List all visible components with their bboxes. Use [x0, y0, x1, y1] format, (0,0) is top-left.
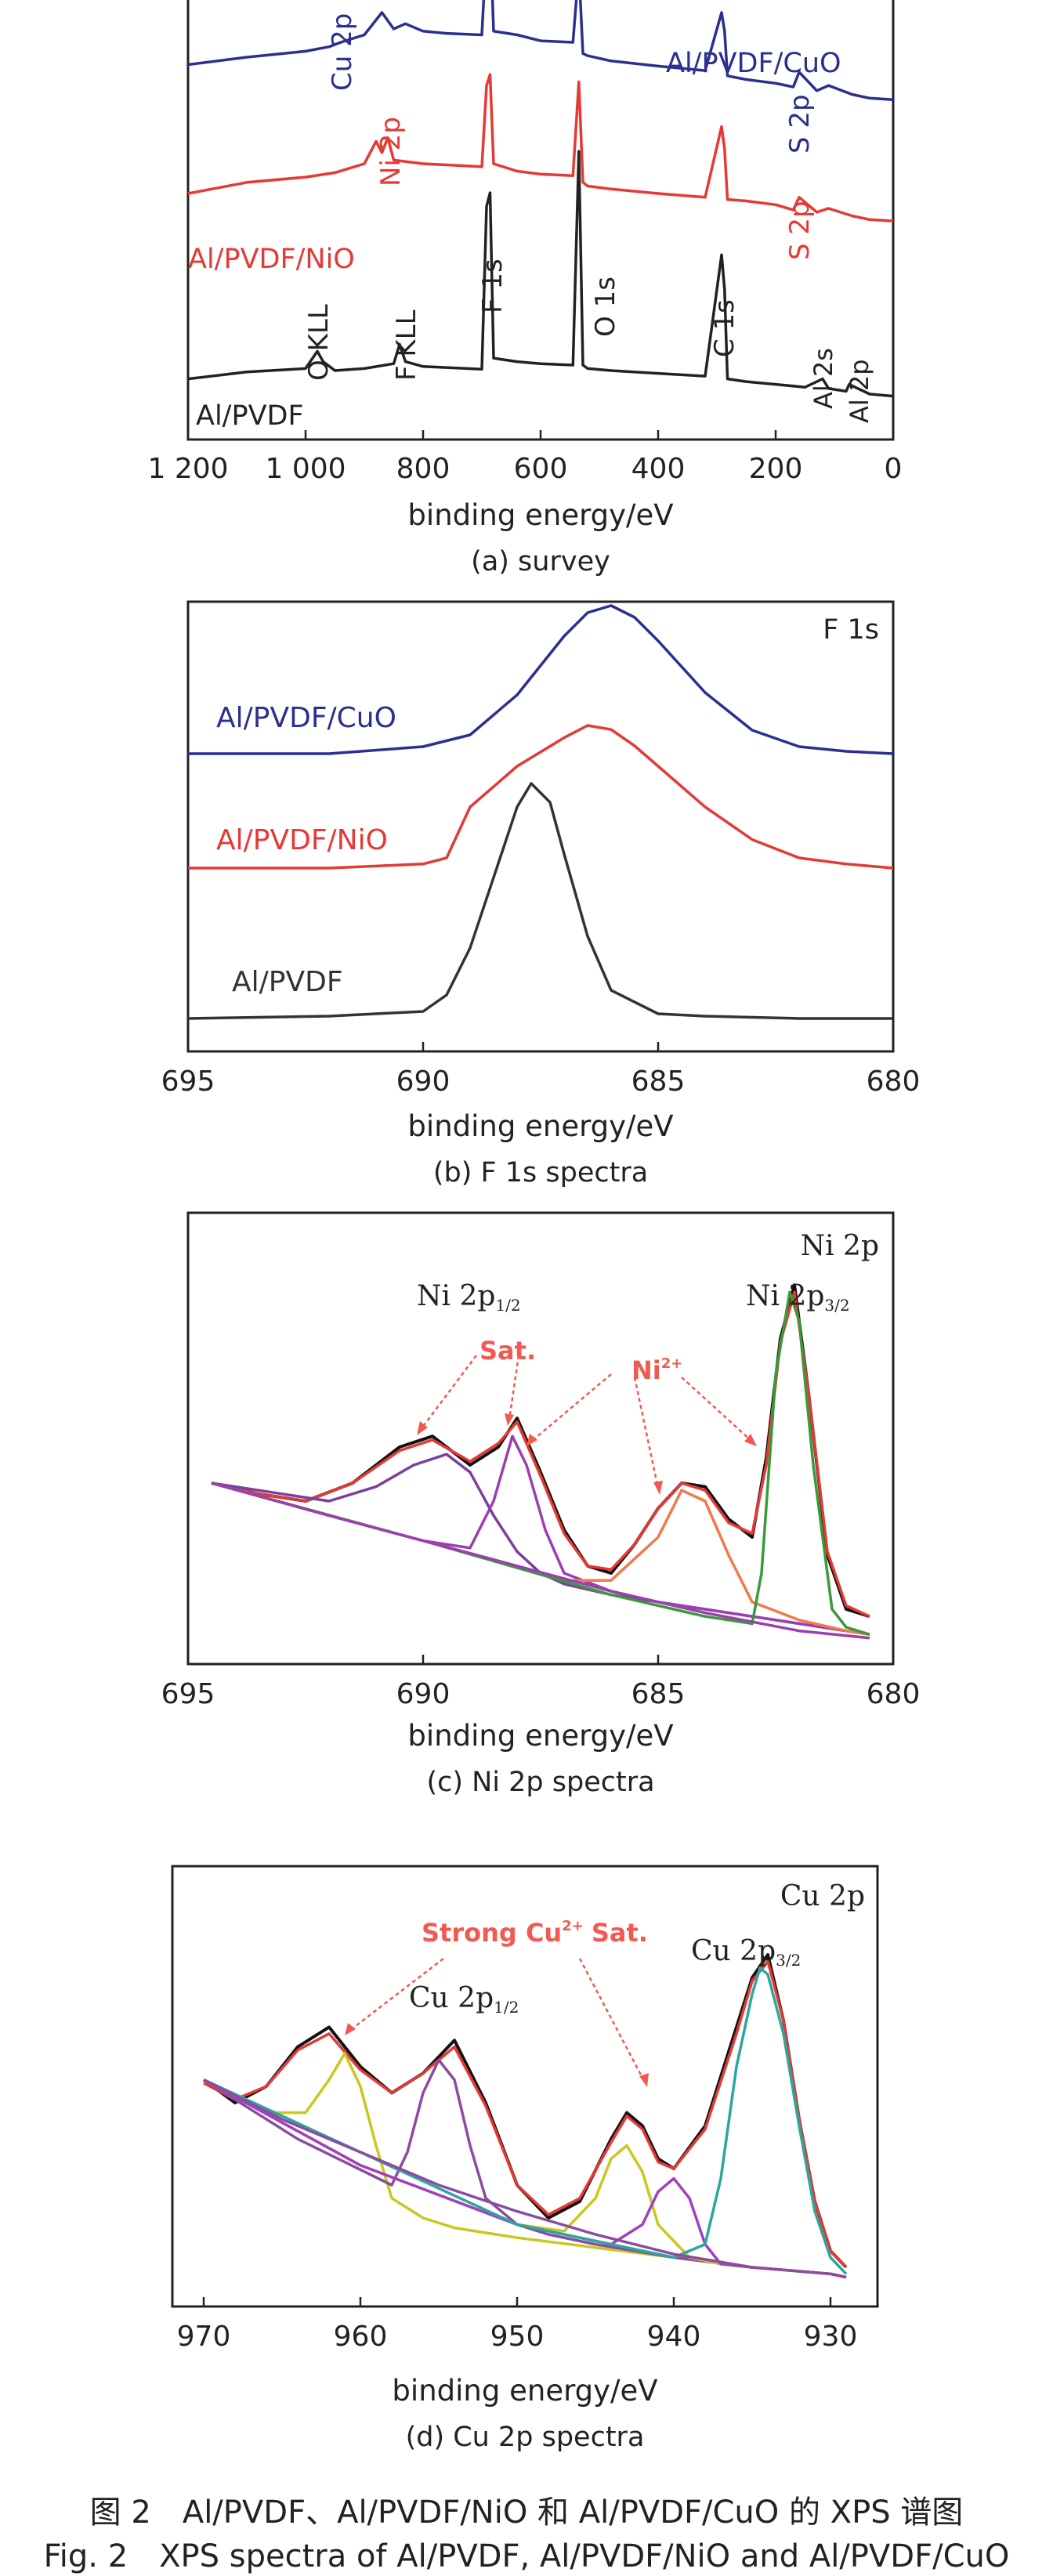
figure-caption-zh: 图 2 Al/PVDF、Al/PVDF/NiO 和 Al/PVDF/CuO 的 …: [89, 2495, 964, 2531]
annotation-ni2plus: Ni2+: [631, 1355, 682, 1385]
cu-annotation-arrows: [349, 1958, 646, 2082]
panel-c-caption: (c) Ni 2p spectra: [426, 1767, 654, 1798]
panel-c-ni2p: 695 690 685 680 Ni 2p Ni 2p1/2 Ni 2p3/2 Sat…: [161, 1211, 921, 1798]
x-tick-label: 800: [396, 453, 451, 485]
x-tick-label: 685: [631, 1065, 686, 1098]
x-tick-label: 960: [334, 2321, 388, 2353]
legend-b-al-pvdf-nio: Al/PVDF/NiO: [216, 824, 388, 856]
cu-annotation-arrowheads: [345, 2023, 649, 2087]
panel-a-xlabel: binding energy/eV: [407, 498, 673, 532]
x-tick-label: 1 200: [147, 453, 228, 485]
x-tick-label: 600: [514, 453, 568, 485]
series-line-envelope-fit: [203, 1959, 848, 2269]
panel-b-x-ticks: 695 690 685 680: [161, 1042, 921, 1098]
annotation-f-kll: F KLL: [391, 309, 422, 381]
series-line-cu-2p1-2-satellite-component: [203, 2052, 847, 2279]
peak-label-cu-2p-three-half: Cu 2p3/2: [691, 1935, 801, 1970]
peak-label-ni-2p-three-half: Ni 2p3/2: [746, 1280, 850, 1315]
x-tick-label: 930: [804, 2321, 858, 2353]
x-tick-label: 940: [647, 2321, 701, 2353]
series-line-al-pvdf-cuo: [187, 0, 894, 101]
annotation-o-1s: O 1s: [590, 277, 621, 337]
series-line-al-pvdf-nio: [188, 724, 894, 870]
figure-caption-en: Fig. 2 XPS spectra of Al/PVDF, Al/PVDF/N…: [43, 2538, 1010, 2574]
panel-b-label: F 1s: [823, 614, 879, 646]
series-line-al-pvdf-cuo: [188, 604, 894, 755]
panel-d-x-ticks: 970 960 950 940 930: [177, 2297, 858, 2353]
x-tick-label: 1 000: [265, 453, 346, 485]
series-line-sat-component-2: [211, 1435, 870, 1636]
peak-label-cu-2p-half: Cu 2p1/2: [409, 1982, 519, 2017]
series-line-al-pvdf-nio: [187, 73, 894, 223]
panel-c-series: [211, 1283, 870, 1640]
annotation-al-2p: Al 2p: [845, 359, 874, 423]
panel-b-series: [187, 604, 894, 1020]
peak-label-ni-2p-half: Ni 2p1/2: [417, 1280, 521, 1315]
series-line-background: [211, 1482, 870, 1640]
annotation-s-2p-nio: S 2p: [784, 201, 816, 260]
panel-b-frame: [186, 600, 895, 1053]
panel-a-x-ticks: 1 200 1 000 800 600 400 200 0: [147, 430, 902, 485]
panel-a-series: [187, 0, 894, 398]
annotation-s-2p-cuo: S 2p: [784, 94, 816, 154]
legend-b-al-pvdf-cuo: Al/PVDF/CuO: [216, 702, 396, 734]
annotation-cu-2p: Cu 2p: [327, 13, 358, 91]
panel-b-f1s: 695 690 685 680 F 1s Al/PVDF/CuO Al/PVDF/Ni…: [161, 600, 921, 1189]
x-tick-label: 695: [161, 1678, 215, 1710]
series-line-cu-2p1-2-component: [203, 2058, 847, 2279]
panel-d-caption: (d) Cu 2p spectra: [406, 2422, 645, 2453]
panel-d-frame: [171, 1865, 879, 2308]
series-line-background: [203, 2079, 847, 2279]
panel-d-label: Cu 2p: [780, 1880, 865, 1912]
panel-a-survey: 1 200 1 000 800 600 400 200 0 binding energy/e…: [147, 0, 902, 577]
legend-al-pvdf-cuo: Al/PVDF/CuO: [666, 48, 841, 79]
panel-d-cu2p: 970 960 950 940 930 Cu 2p Cu 2p1/2 Cu 2p3/2 …: [171, 1865, 879, 2453]
panel-d-xlabel: binding energy/eV: [392, 2374, 657, 2408]
legend-al-pvdf: Al/PVDF: [196, 400, 304, 432]
series-line-al-pvdf: [187, 782, 893, 1020]
panel-b-xlabel: binding energy/eV: [407, 1109, 673, 1143]
legend-b-al-pvdf: Al/PVDF: [232, 966, 343, 998]
panel-c-x-ticks: 695 690 685 680: [161, 1655, 921, 1710]
x-tick-label: 680: [867, 1678, 921, 1710]
x-tick-label: 695: [161, 1065, 215, 1098]
series-line-ni2-component: [211, 1482, 870, 1636]
panel-b-caption: (b) F 1s spectra: [433, 1157, 648, 1189]
series-line-cu2-satellite-component: [203, 2079, 847, 2279]
x-tick-label: 950: [490, 2321, 545, 2353]
series-line-cu-2p3-2-satellite-component: [203, 2079, 847, 2279]
x-tick-label: 400: [631, 453, 686, 485]
x-tick-label: 200: [749, 453, 803, 485]
x-tick-label: 685: [631, 1678, 686, 1710]
annotation-al-2s: Al 2s: [809, 348, 838, 409]
panel-c-frame: [186, 1211, 895, 1666]
annotation-c-1s: C 1s: [709, 299, 740, 357]
annotation-strong-cu2plus-sat: Strong Cu2+ Sat.: [422, 1918, 648, 1948]
annotation-ni-2p: Ni 2p: [375, 117, 407, 186]
series-line-ni-2p3-2-component: [211, 1290, 870, 1636]
x-tick-label: 690: [396, 1678, 451, 1710]
x-tick-label: 970: [177, 2321, 231, 2353]
series-line-sat-component-1: [211, 1453, 870, 1636]
annotation-f-1s: F 1s: [477, 259, 508, 313]
annotation-sat: Sat.: [479, 1336, 536, 1366]
series-line-al-pvdf: [187, 150, 894, 398]
panel-c-xlabel: binding energy/eV: [407, 1719, 673, 1753]
x-tick-label: 0: [885, 453, 903, 485]
panel-c-label: Ni 2p: [801, 1230, 879, 1262]
panel-a-caption: (a) survey: [471, 546, 610, 577]
ni-annotation-arrows: [419, 1355, 753, 1489]
annotation-o-kll: O KLL: [303, 304, 335, 381]
panel-d-series: [202, 1953, 848, 2279]
legend-al-pvdf-nio: Al/PVDF/NiO: [188, 244, 355, 275]
x-tick-label: 690: [396, 1065, 451, 1098]
ni-annotation-arrowheads: [417, 1413, 757, 1495]
x-tick-label: 680: [867, 1065, 921, 1098]
